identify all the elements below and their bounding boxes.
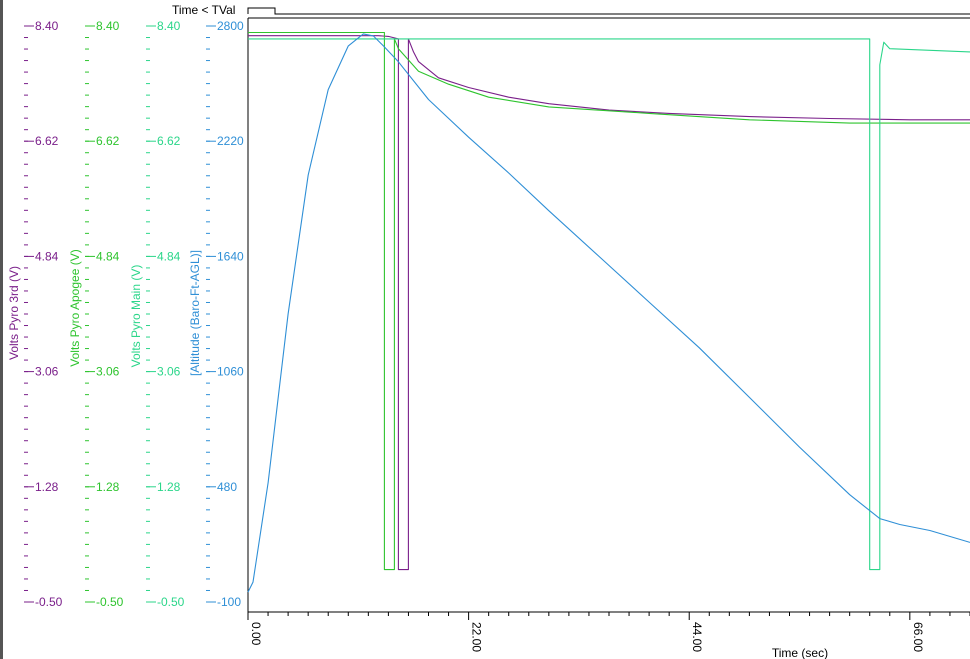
y-tick-label: 6.62 bbox=[35, 134, 59, 148]
x-tick-label: 66.00 bbox=[911, 622, 925, 652]
y-axes: 8.40 6.62 4.84 3.06 1.28 -0.50 Volts Pyro 3rd … bbox=[7, 19, 244, 609]
y-axis-title-altitude: [Altitude (Baro-Ft-AGL)] bbox=[188, 250, 202, 376]
y-tick-label: 6.62 bbox=[157, 134, 181, 148]
y-tick-label: 8.40 bbox=[157, 19, 181, 33]
time-marker-trace bbox=[247, 7, 970, 15]
y-tick-label: 4.84 bbox=[96, 249, 120, 263]
y-tick-label: 1640 bbox=[217, 249, 244, 263]
y-axis-title-pyro3: Volts Pyro 3rd (V) bbox=[7, 266, 21, 360]
y-tick-label: 6.62 bbox=[96, 134, 120, 148]
x-tick-label: 44.00 bbox=[690, 622, 704, 652]
series-line-altitude bbox=[247, 33, 970, 593]
y-tick-label: -100 bbox=[217, 595, 241, 609]
y-tick-label: 3.06 bbox=[157, 365, 181, 379]
y-tick-label: 4.84 bbox=[35, 249, 59, 263]
y-tick-label: 4.84 bbox=[157, 249, 181, 263]
y-tick-label: 8.40 bbox=[35, 19, 59, 33]
x-axis: 0.00 22.00 44.00 66.00 bbox=[247, 612, 970, 652]
series-line-pyro3 bbox=[248, 35, 970, 571]
series-layer bbox=[247, 31, 970, 593]
y-tick-label: 2220 bbox=[217, 134, 244, 148]
y-axis-apogee: 8.40 6.62 4.84 3.06 1.28 -0.50 Volts Pyro Apog… bbox=[68, 19, 124, 609]
x-tick-label: 0.00 bbox=[249, 622, 263, 646]
y-tick-label: 3.06 bbox=[96, 365, 120, 379]
y-tick-label: -0.50 bbox=[35, 595, 63, 609]
y-tick-label: 1.28 bbox=[96, 480, 120, 494]
y-tick-label: -0.50 bbox=[157, 595, 185, 609]
y-tick-label: 8.40 bbox=[96, 19, 120, 33]
y-axis-title-apogee: Volts Pyro Apogee (V) bbox=[68, 249, 82, 366]
y-axis-main: 8.40 6.62 4.84 3.06 1.28 -0.50 Volts Pyro Main… bbox=[129, 19, 185, 609]
x-axis-title: Time (sec) bbox=[772, 646, 828, 659]
y-tick-label: 1060 bbox=[217, 365, 244, 379]
y-axis-pyro3: 8.40 6.62 4.84 3.06 1.28 -0.50 Volts Pyro 3rd … bbox=[7, 19, 63, 609]
y-tick-label: 2800 bbox=[217, 19, 244, 33]
y-tick-label: 1.28 bbox=[35, 480, 59, 494]
time-marker-label: Time < TVal bbox=[172, 3, 235, 17]
y-axis-altitude: 2800 2220 1640 1060 480 -100 [Altitude (Baro-F… bbox=[188, 19, 244, 609]
y-tick-label: -0.50 bbox=[96, 595, 124, 609]
y-axis-title-main: Volts Pyro Main (V) bbox=[129, 265, 143, 368]
series-line-apogee bbox=[248, 31, 970, 571]
y-tick-label: 480 bbox=[217, 480, 237, 494]
time-marker: Time < TVal bbox=[172, 3, 970, 19]
y-tick-label: 1.28 bbox=[157, 480, 181, 494]
series-line-main bbox=[248, 38, 970, 571]
x-tick-label: 22.00 bbox=[470, 622, 484, 652]
y-tick-label: 3.06 bbox=[35, 365, 59, 379]
window-left-border bbox=[0, 0, 3, 659]
